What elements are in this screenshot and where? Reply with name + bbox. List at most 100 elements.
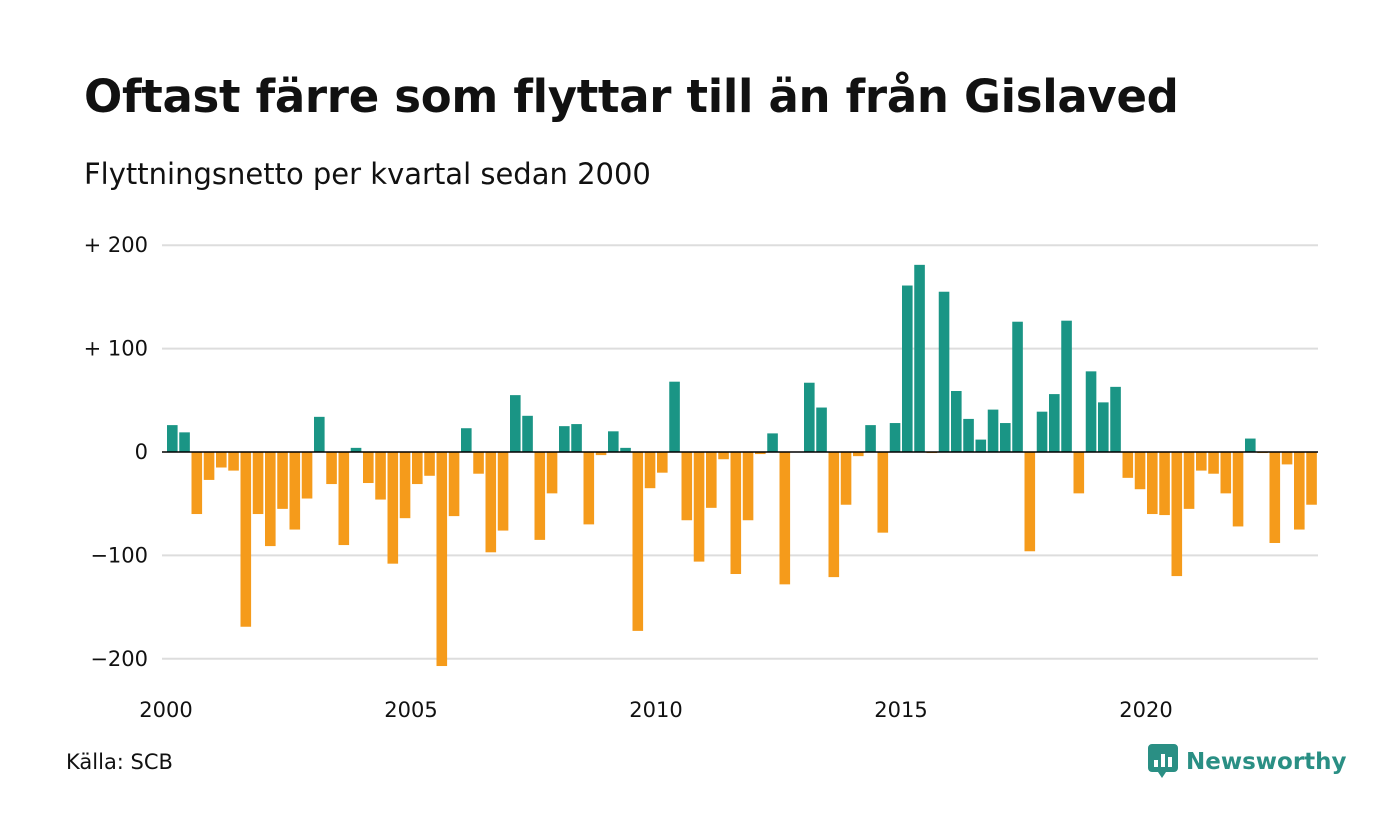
bar bbox=[938, 291, 950, 452]
bar bbox=[534, 452, 546, 540]
brand-name: Newsworthy bbox=[1186, 749, 1347, 775]
bar bbox=[877, 452, 889, 533]
bar bbox=[1183, 452, 1195, 509]
bar bbox=[767, 433, 778, 452]
bar bbox=[510, 395, 521, 452]
bar bbox=[889, 423, 901, 452]
bar bbox=[473, 452, 484, 474]
bar bbox=[828, 452, 840, 578]
bar bbox=[497, 452, 509, 531]
bar bbox=[1134, 452, 1146, 490]
bar bbox=[179, 432, 190, 452]
bar bbox=[399, 452, 411, 519]
newsworthy-logo-icon bbox=[1148, 744, 1178, 778]
bar bbox=[203, 452, 215, 480]
bar bbox=[1294, 452, 1305, 530]
bar bbox=[1208, 452, 1219, 474]
bar bbox=[314, 416, 325, 452]
bar bbox=[289, 452, 301, 530]
bar bbox=[326, 452, 337, 485]
bar bbox=[1073, 452, 1085, 494]
bar bbox=[191, 452, 203, 515]
bar bbox=[681, 452, 693, 521]
bar bbox=[277, 452, 288, 509]
x-tick-label: 2000 bbox=[139, 698, 192, 722]
bar bbox=[461, 428, 472, 452]
bar bbox=[216, 452, 227, 468]
bar bbox=[669, 381, 680, 452]
chart-title: Oftast färre som flyttar till än från Gi… bbox=[84, 70, 1179, 123]
bar bbox=[448, 452, 460, 517]
bar bbox=[1024, 452, 1036, 552]
bar bbox=[559, 426, 570, 452]
bar bbox=[914, 264, 925, 452]
bar bbox=[1122, 452, 1134, 478]
x-tick-label: 2005 bbox=[384, 698, 437, 722]
bar bbox=[632, 452, 644, 631]
bar bbox=[730, 452, 742, 575]
bar bbox=[595, 452, 607, 456]
bar bbox=[657, 452, 668, 473]
y-tick-label: −100 bbox=[90, 543, 148, 567]
bar bbox=[571, 424, 582, 452]
bar bbox=[963, 418, 974, 452]
bar bbox=[1306, 452, 1317, 505]
bar bbox=[1196, 452, 1207, 471]
bar bbox=[412, 452, 423, 485]
x-tick-label: 2015 bbox=[874, 698, 927, 722]
bar bbox=[644, 452, 656, 489]
bar bbox=[742, 452, 754, 521]
bar bbox=[1281, 452, 1293, 465]
y-tick-label: 0 bbox=[135, 440, 148, 464]
bar bbox=[583, 452, 595, 525]
bar bbox=[693, 452, 705, 562]
bar bbox=[902, 285, 913, 452]
bar bbox=[840, 452, 852, 505]
bar bbox=[779, 452, 791, 585]
bar bbox=[987, 409, 999, 452]
bar bbox=[228, 452, 239, 471]
bar bbox=[1000, 423, 1011, 452]
bar bbox=[1220, 452, 1232, 494]
bar bbox=[375, 452, 386, 500]
x-tick-label: 2020 bbox=[1119, 698, 1172, 722]
bar bbox=[1012, 321, 1023, 452]
bar bbox=[338, 452, 350, 546]
bar bbox=[1147, 452, 1158, 515]
bar bbox=[1098, 402, 1109, 452]
y-tick-label: + 200 bbox=[84, 233, 148, 257]
bar bbox=[804, 382, 815, 452]
chart-subtitle: Flyttningsnetto per kvartal sedan 2000 bbox=[84, 157, 651, 191]
bar bbox=[975, 439, 987, 452]
bar bbox=[424, 452, 435, 476]
bar bbox=[1110, 386, 1121, 452]
bar bbox=[1171, 452, 1183, 577]
bar bbox=[620, 447, 631, 452]
bar bbox=[1232, 452, 1244, 527]
bar bbox=[865, 425, 876, 452]
bar bbox=[546, 452, 558, 494]
newsworthy-brand[interactable]: Newsworthy bbox=[1148, 744, 1347, 780]
bar bbox=[350, 447, 362, 452]
bar bbox=[265, 452, 276, 547]
bar bbox=[436, 452, 448, 667]
bar bbox=[1159, 452, 1170, 516]
y-tick-label: + 100 bbox=[84, 337, 148, 361]
bar bbox=[608, 431, 619, 452]
bar bbox=[1049, 394, 1060, 452]
source-note: Källa: SCB bbox=[66, 750, 173, 774]
bar bbox=[1061, 320, 1072, 452]
bar bbox=[1269, 452, 1281, 543]
bar bbox=[1085, 371, 1097, 452]
bar bbox=[1245, 438, 1256, 452]
bar bbox=[951, 390, 962, 452]
bar bbox=[1036, 411, 1048, 452]
bar-chart: + 200 + 100 0 −100 −200 2000 2005 2010 2015 2020 bbox=[84, 233, 1318, 722]
bar bbox=[301, 452, 313, 499]
bar bbox=[718, 452, 729, 460]
y-tick-label: −200 bbox=[90, 647, 148, 671]
bar bbox=[363, 452, 374, 484]
bar bbox=[387, 452, 399, 564]
x-tick-label: 2010 bbox=[629, 698, 682, 722]
bar bbox=[485, 452, 497, 553]
